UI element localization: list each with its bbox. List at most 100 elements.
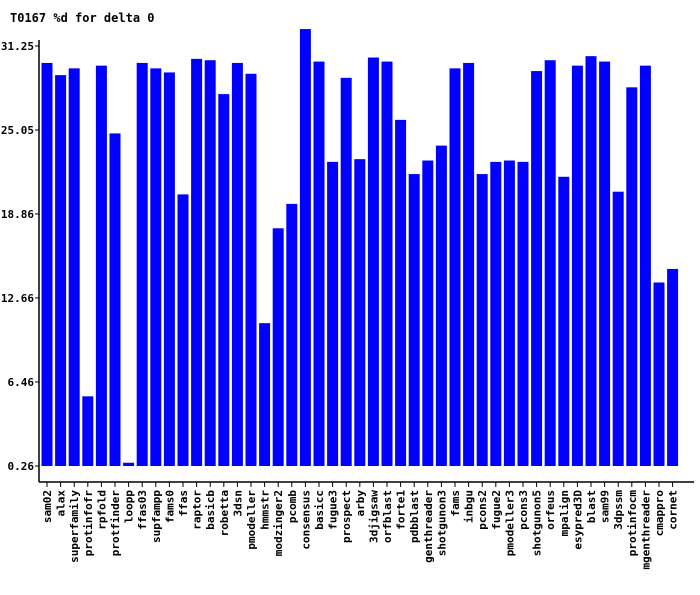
bar-cmappro: [653, 282, 665, 466]
x-tick-label: arby: [354, 490, 367, 517]
x-tick-label: protinfocm: [626, 490, 639, 557]
x-tick-label: esypred3D: [571, 490, 584, 550]
y-tick-label: 0.26: [8, 460, 35, 473]
bar-basicc: [313, 61, 325, 467]
x-tick-label: basicc: [313, 490, 326, 530]
bar-mgenthreader: [639, 65, 651, 467]
bar-supfampp: [150, 68, 162, 466]
bar-raptor: [191, 58, 203, 466]
bar-cornet: [667, 268, 679, 466]
x-tick-label: alax: [55, 490, 68, 517]
bar-modzinger2: [272, 228, 284, 466]
x-tick-label: fugue3: [327, 490, 340, 530]
bar-ffas: [177, 194, 189, 466]
y-tick-label: 18.86: [1, 208, 34, 221]
y-tick-label: 25.05: [1, 124, 34, 137]
x-tick-label: inbgu: [463, 490, 476, 523]
bar-mpalign: [558, 176, 570, 466]
x-tick-label: loopp: [123, 490, 136, 523]
bar-pcomb: [286, 203, 298, 466]
bar-protinfocm: [626, 87, 638, 467]
bar-pmodeller3: [503, 160, 515, 466]
bar-fams0: [163, 72, 175, 466]
x-tick-label: hmmstr: [259, 490, 272, 530]
x-tick-label: ffas03: [136, 490, 149, 530]
bar-superfamily: [68, 68, 80, 466]
x-labels-group: sam02 alax superfamily protinfofr rpfold prot…: [41, 482, 680, 569]
x-tick-label: 3djigsaw: [367, 490, 380, 543]
bar-sam99: [599, 61, 611, 467]
bar-protfinder: [109, 133, 121, 467]
x-tick-label: consensus: [299, 490, 312, 550]
x-tick-label: robetta: [218, 490, 231, 536]
bar-prospect: [340, 77, 352, 466]
x-tick-label: pmodeller: [245, 490, 258, 550]
x-tick-label: 3dsn: [231, 490, 244, 517]
bar-inbgu: [463, 62, 475, 466]
x-tick-label: sam02: [41, 490, 54, 523]
bar-fugue2: [490, 161, 502, 466]
x-tick-label: pcons3: [517, 490, 530, 530]
x-tick-label: orfblast: [381, 490, 394, 543]
x-tick-label: modzinger2: [272, 490, 285, 556]
bar-3djigsaw: [367, 57, 379, 467]
x-tick-label: blast: [585, 490, 598, 523]
x-tick-label: fams0: [163, 490, 176, 523]
x-tick-label: pcons2: [476, 490, 489, 530]
bar-alax: [55, 75, 67, 467]
bar-3dsn: [231, 62, 243, 466]
bar-robetta: [218, 94, 230, 466]
bar-shotgunon5: [531, 71, 543, 466]
bar-arby: [354, 159, 366, 467]
bar-rpfold: [95, 65, 107, 467]
y-tick-label: 12.66: [1, 292, 34, 305]
x-tick-label: protinfofr: [82, 490, 95, 557]
bar-forte1: [395, 119, 407, 466]
bar-pcons3: [517, 161, 529, 466]
x-tick-label: genthreader: [422, 490, 435, 563]
x-tick-label: forte1: [395, 490, 408, 530]
x-tick-label: basicb: [204, 490, 217, 530]
y-tick-label: 31.25: [1, 40, 34, 53]
x-tick-label: pdbblast: [408, 490, 421, 543]
bar-orfeus: [544, 60, 556, 466]
bar-fams: [449, 68, 461, 466]
bar-shotgunon3: [435, 145, 447, 466]
bars-group: [41, 29, 679, 467]
x-tick-label: ffas: [177, 490, 190, 517]
bar-blast: [585, 56, 597, 466]
bar-consensus: [299, 29, 311, 466]
bar-protinfofr: [82, 396, 94, 466]
y-ticks-group: 0.26 6.46 12.66 18.86 25.05 31.25: [1, 40, 39, 473]
bar-loopp: [123, 462, 135, 466]
bar-pdbblast: [408, 174, 420, 466]
bar-sam02: [41, 62, 53, 466]
x-tick-label: mpalign: [558, 490, 571, 536]
x-tick-label: cornet: [667, 490, 680, 530]
x-tick-label: shotgunon3: [435, 490, 448, 556]
bar-basicb: [204, 60, 216, 466]
bar-ffas03: [136, 62, 148, 466]
x-tick-label: 3dpssm: [612, 490, 625, 530]
x-tick-label: prospect: [340, 490, 353, 543]
bar-fugue3: [327, 161, 339, 466]
x-tick-label: fugue2: [490, 490, 503, 530]
x-tick-label: raptor: [191, 490, 204, 530]
bar-genthreader: [422, 160, 434, 466]
bar-3dpssm: [612, 191, 624, 467]
x-tick-label: pcomb: [286, 490, 299, 523]
bar-pmodeller: [245, 73, 257, 467]
chart-title: T0167 %d for delta 0: [10, 11, 155, 25]
x-tick-label: protfinder: [109, 490, 122, 557]
x-tick-label: mgenthreader: [639, 490, 652, 570]
bar-esypred3D: [571, 65, 583, 467]
x-tick-label: fams: [449, 490, 462, 517]
x-tick-label: cmappro: [653, 490, 666, 537]
bar-orfblast: [381, 61, 393, 467]
bar-hmmstr: [259, 323, 271, 466]
x-tick-label: shotgunon5: [531, 490, 544, 556]
x-tick-label: superfamily: [68, 490, 81, 563]
y-tick-label: 6.46: [8, 376, 35, 389]
